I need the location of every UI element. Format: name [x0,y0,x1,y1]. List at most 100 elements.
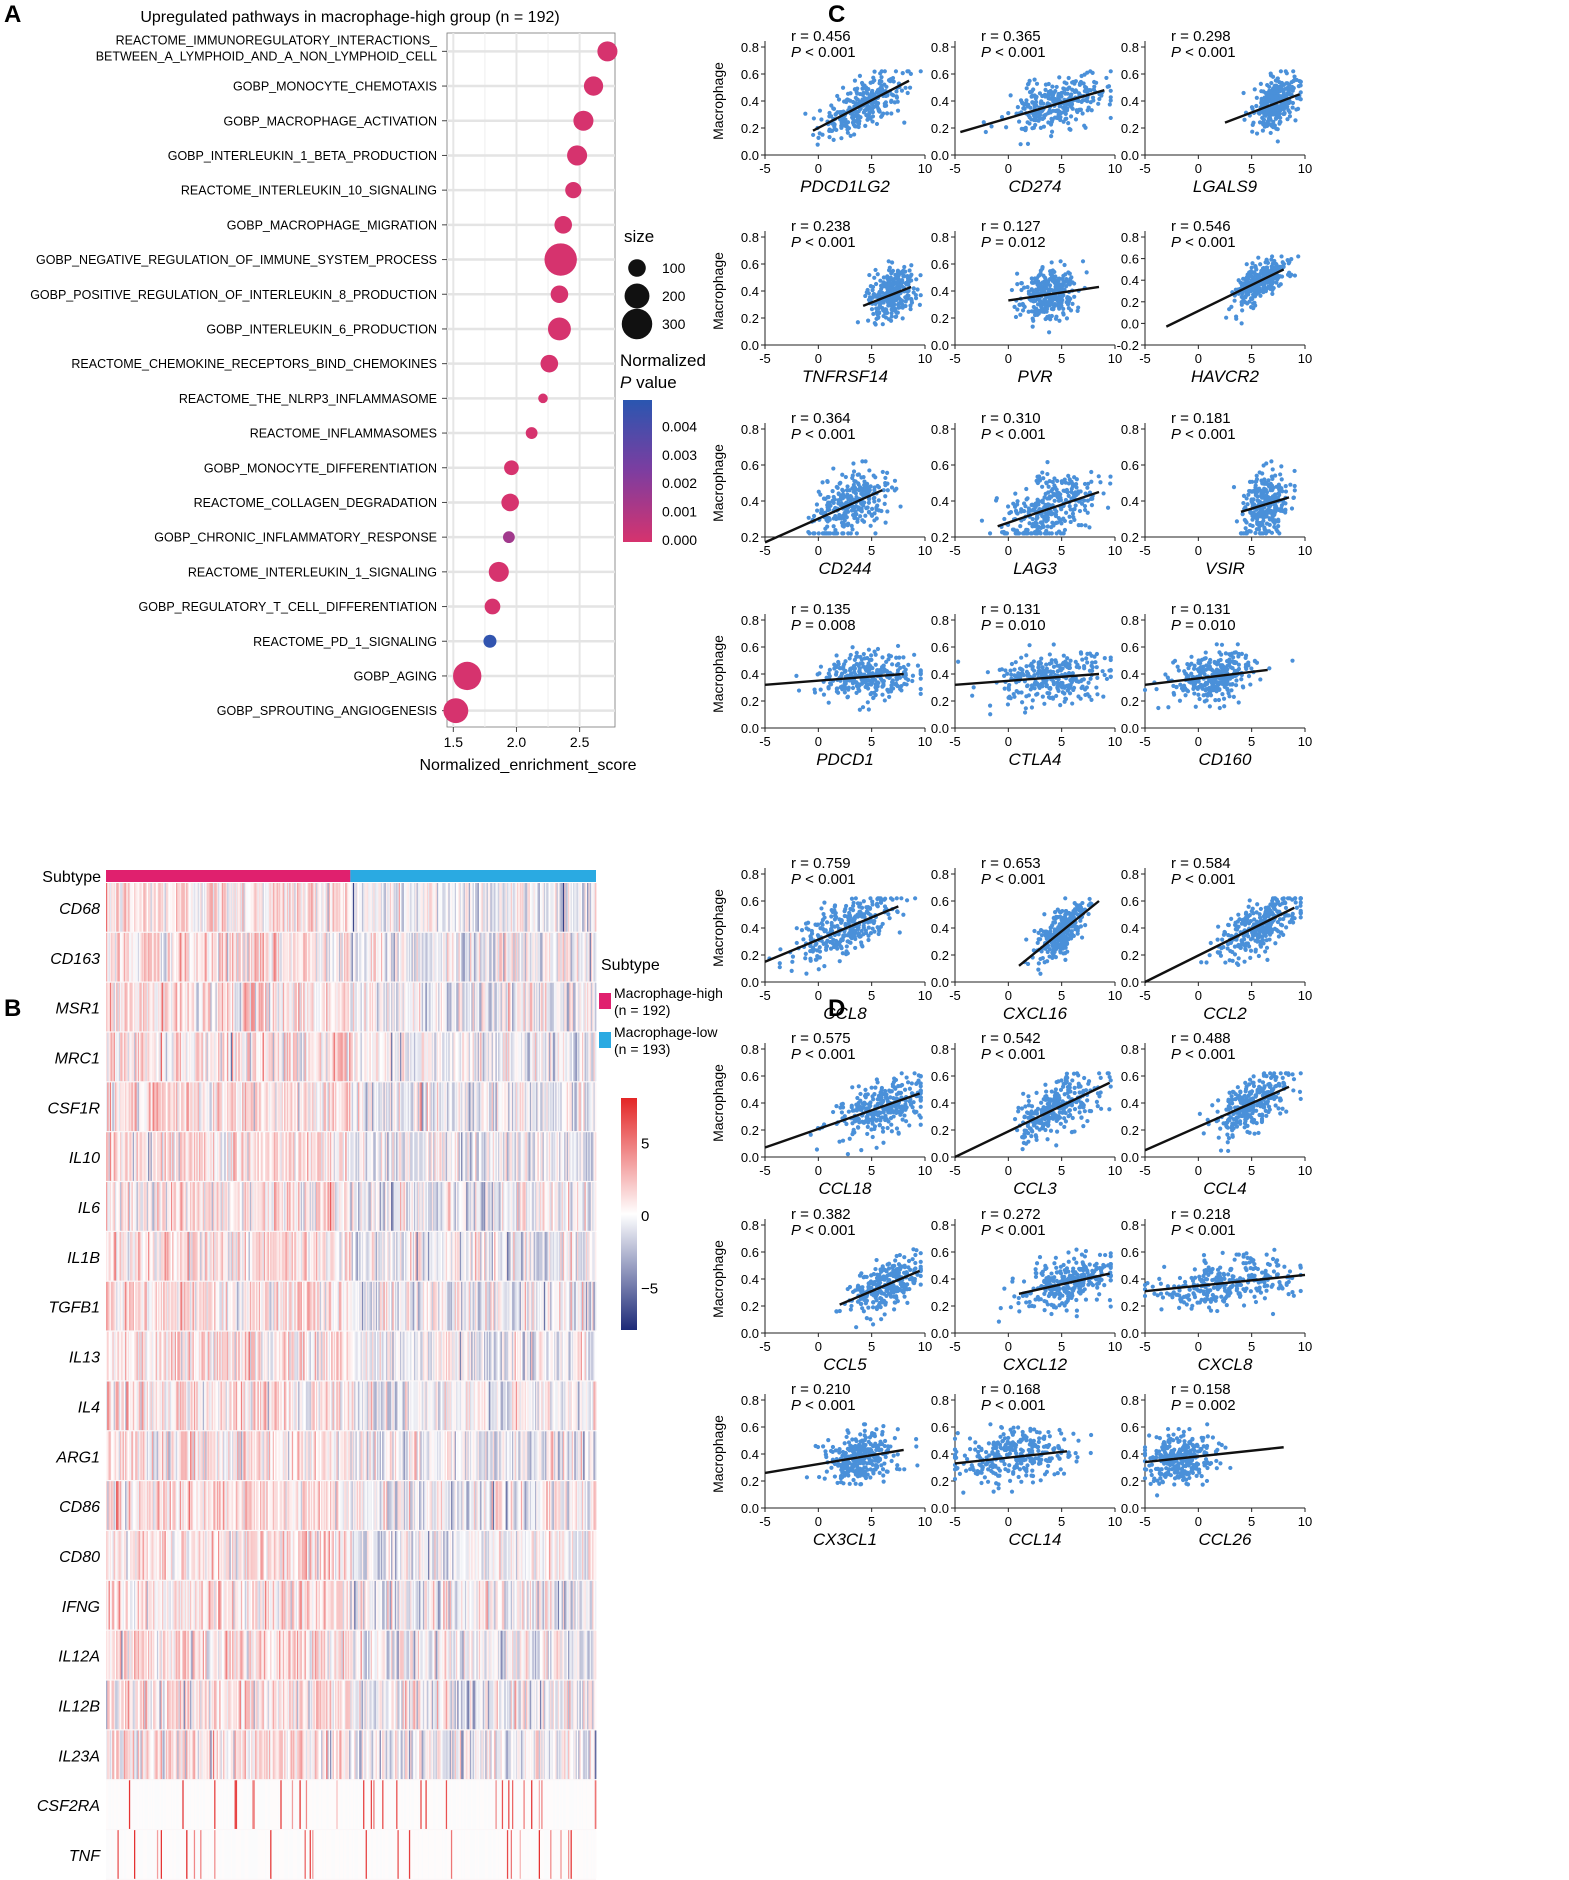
heatmap-cell [369,883,372,932]
heatmap-cell [206,1281,209,1331]
heatmap-cell [137,883,140,932]
heatmap-cell [340,1231,342,1281]
heatmap-cell [122,1182,125,1231]
heatmap-cell [261,1032,263,1082]
heatmap-cell [515,1032,518,1082]
heatmap-cell [444,883,447,932]
heatmap-cell [471,1082,473,1132]
heatmap-cell [226,1281,229,1331]
heatmap-cell [198,883,201,932]
heatmap-cell [457,1182,459,1231]
heatmap-cell [373,932,375,982]
heatmap-cell [496,1032,499,1082]
heatmap-cell [424,1082,426,1132]
heatmap-cell [330,1182,332,1231]
heatmap-cell [519,1082,522,1132]
heatmap-cell [575,1082,578,1132]
heatmap-cell [529,883,532,932]
heatmap-cell [318,1231,321,1281]
heatmap-cell [266,1032,269,1082]
heatmap-cell [224,1032,227,1082]
heatmap-cell [204,1231,206,1281]
heatmap-cell [261,1231,263,1281]
heatmap-cell [546,1231,549,1281]
heatmap-cell [303,932,305,982]
heatmap-cell [230,932,233,982]
heatmap-cell [431,1182,434,1231]
heatmap-cell [528,883,531,932]
heatmap-cell [271,932,274,982]
heatmap-cell [300,1082,303,1132]
heatmap-cell [127,932,130,982]
heatmap-cell [424,932,426,982]
heatmap-cell [580,883,583,932]
heatmap-cell [268,883,271,932]
heatmap-cell [211,1082,214,1132]
heatmap-cell [518,932,521,982]
heatmap-cell [503,982,505,1032]
heatmap-cell [286,932,289,982]
heatmap-cell [369,1182,372,1231]
heatmap-cell [220,1132,223,1181]
heatmap-cell [249,1132,252,1181]
heatmap-cell [288,1082,290,1132]
heatmap-cell [137,1132,140,1181]
heatmap-cell [235,1132,238,1181]
heatmap-cell [560,1231,563,1281]
heatmap-cell [322,1231,325,1281]
heatmap-cell [501,1032,504,1082]
heatmap-cell [127,1281,130,1331]
heatmap-gene-label: CD68 [59,901,100,918]
heatmap-cell [393,982,396,1032]
heatmap-cell [532,1082,535,1132]
heatmap-cell [412,1082,415,1132]
heatmap-cell [322,1182,325,1231]
heatmap-cell [282,1231,285,1281]
heatmap-cell [462,1281,465,1331]
heatmap-cell [247,883,249,932]
heatmap-cell [235,982,238,1032]
heatmap-cell [434,1231,437,1281]
heatmap-cell [249,1281,252,1331]
panel-a-ytick-label: BETWEEN_A_LYMPHOID_AND_A_NON_LYMPHOID_CE… [96,49,437,63]
heatmap-cell [373,883,375,932]
heatmap-cell [486,1281,489,1331]
heatmap-cell [378,1082,381,1132]
panel-label-a: A [4,1,21,28]
heatmap-cell [136,1032,139,1082]
heatmap-cell [238,1182,241,1231]
heatmap-cell [436,1231,439,1281]
heatmap-cell [303,883,305,932]
heatmap-cell [276,1281,279,1331]
heatmap-cell [346,982,349,1032]
heatmap-cell [448,1182,451,1231]
heatmap-cell [573,982,575,1032]
heatmap-cell [244,1132,247,1181]
heatmap-cell [503,932,505,982]
heatmap-cell [108,883,111,932]
heatmap-cell [562,1231,565,1281]
heatmap-cell [486,883,489,932]
heatmap-cell [182,1182,185,1231]
heatmap-cell [568,1182,570,1231]
heatmap-cell [447,932,449,982]
heatmap-cell [431,982,434,1032]
heatmap-cell [440,1231,443,1281]
heatmap-cell [172,1082,174,1132]
heatmap-cell [520,1082,523,1132]
heatmap-cell [164,1231,167,1281]
heatmap-cell [398,1182,401,1231]
heatmap-cell [323,1132,326,1181]
heatmap-cell [145,1132,148,1181]
heatmap-cell [145,1032,148,1082]
heatmap-cell [150,1281,153,1331]
heatmap-cell [226,982,229,1032]
heatmap-cell [170,1231,173,1281]
heatmap-cell [202,1281,205,1331]
heatmap-cell [207,982,210,1032]
heatmap-cell [398,932,401,982]
heatmap-cell [291,1231,294,1281]
heatmap-cell [271,1281,274,1331]
heatmap-cell [248,932,251,982]
heatmap-cell [195,932,197,982]
